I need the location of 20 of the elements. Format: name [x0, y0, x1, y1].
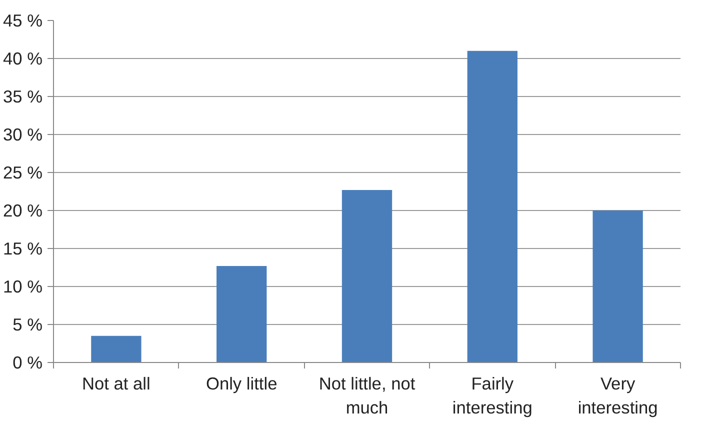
- y-tick-label: 20 %: [3, 200, 43, 220]
- y-tick-label: 40 %: [3, 48, 43, 68]
- y-tick-label: 10 %: [3, 276, 43, 296]
- bar: [91, 336, 142, 362]
- y-tick-label: 0 %: [12, 352, 42, 372]
- y-tick-label: 25 %: [3, 162, 43, 182]
- x-tick-label: Not at all: [82, 374, 150, 394]
- y-tick-label: 15 %: [3, 238, 43, 258]
- bar: [342, 190, 392, 362]
- y-tick-label: 30 %: [3, 124, 43, 144]
- x-tick-label: Only little: [206, 374, 278, 394]
- x-tick-label: Very interesting: [578, 374, 658, 418]
- y-tick-label: 35 %: [3, 86, 43, 106]
- x-tick-label: Not little, not much: [318, 374, 416, 418]
- y-tick-label: 45 %: [3, 10, 43, 30]
- bar: [216, 266, 267, 362]
- bar: [592, 210, 643, 362]
- bar: [467, 50, 518, 362]
- y-tick-label: 5 %: [12, 314, 42, 334]
- x-tick-label: Fairly interesting: [452, 374, 532, 418]
